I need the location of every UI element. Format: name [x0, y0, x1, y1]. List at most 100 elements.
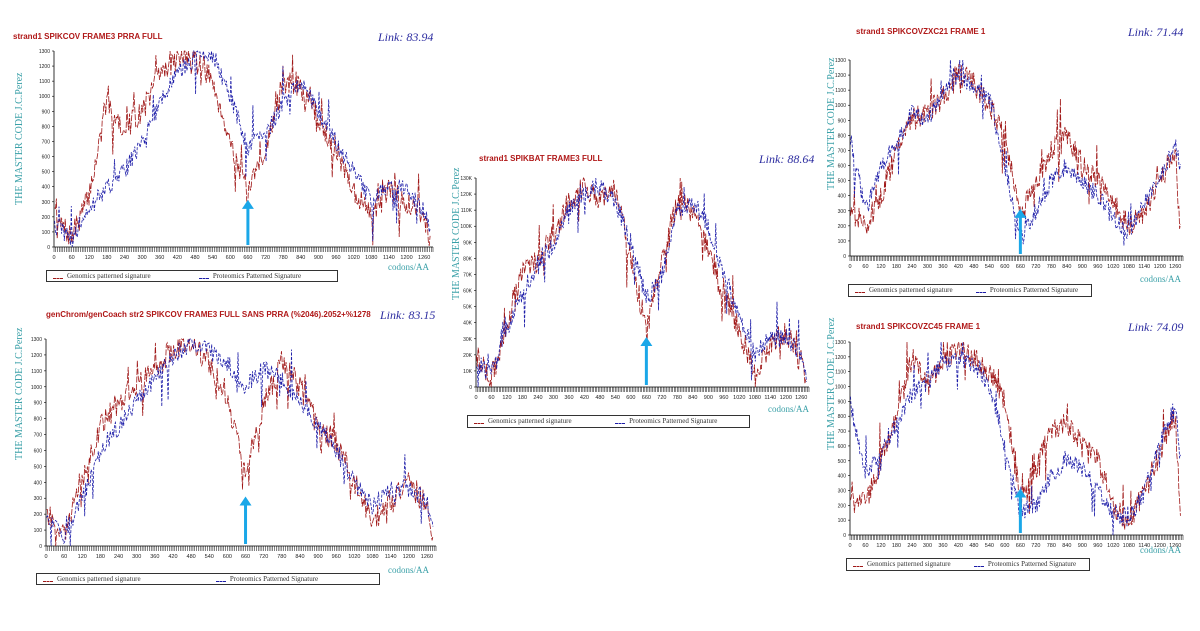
x-tick-label: 240 — [907, 543, 916, 549]
x-tick-label: 420 — [954, 264, 963, 270]
proteomics-series-line — [54, 49, 431, 247]
chart-4: 0100200300400500600700800900100011001200… — [835, 58, 1184, 270]
x-tick-label: 240 — [114, 554, 123, 560]
y-tick-label: 130K — [460, 176, 472, 182]
chart-2: 0100200300400500600700800900100011001200… — [31, 337, 437, 560]
x-tick-label: 300 — [138, 255, 147, 261]
y-tick-label: 1200 — [31, 353, 42, 359]
x-tick-label: 360 — [564, 395, 573, 401]
proteomics-legend-label: Proteomics Patterned Signature — [229, 575, 319, 583]
x-tick-label: 360 — [938, 543, 947, 549]
proteomics-legend-swatch — [973, 566, 984, 567]
x-tick-label: 120 — [78, 554, 87, 560]
x-tick-label: 900 — [1078, 543, 1087, 549]
arrow-head — [640, 337, 653, 347]
chart-title: genChrom/genCoach str2 SPIKCOV FRAME3 FU… — [46, 310, 371, 319]
genomics-legend-label: Genomics patterned signature — [867, 560, 951, 568]
x-tick-label: 300 — [923, 264, 932, 270]
x-tick-label: 480 — [595, 395, 604, 401]
y-tick-label: 90K — [463, 240, 473, 246]
y-tick-label: 60K — [463, 289, 473, 295]
genomics-legend-swatch — [53, 278, 63, 279]
y-tick-label: 0 — [39, 544, 42, 550]
chart-title: strand1 SPIKCOVZXC21 FRAME 1 — [856, 27, 986, 36]
y-axis-label: THE MASTER CODE J.C.Perez — [826, 317, 837, 451]
y-tick-label: 300 — [34, 496, 43, 502]
x-tick-label: 780 — [277, 554, 286, 560]
y-tick-label: 500 — [34, 464, 43, 470]
x-minor-ticks — [53, 247, 434, 252]
x-tick-label: 240 — [120, 255, 129, 261]
x-tick-label: 180 — [892, 543, 901, 549]
x-tick-label: 60 — [69, 255, 75, 261]
y-tick-label: 0 — [843, 254, 846, 260]
x-tick-label: 360 — [938, 264, 947, 270]
genomics-legend-swatch — [43, 581, 53, 582]
y-tick-label: 300 — [42, 200, 51, 206]
genomics-series-line — [850, 63, 1181, 235]
x-tick-label: 120 — [876, 264, 885, 270]
y-tick-label: 1200 — [39, 64, 50, 70]
x-tick-label: 480 — [969, 543, 978, 549]
x-tick-label: 1260 — [795, 395, 807, 401]
x-axis-label: codons/AA — [388, 565, 429, 575]
y-tick-label: 800 — [34, 417, 43, 423]
x-tick-label: 1080 — [1123, 543, 1135, 549]
genomics-legend-label: Genomics patterned signature — [57, 575, 141, 583]
y-tick-label: 700 — [838, 148, 847, 154]
y-tick-label: 1100 — [39, 79, 50, 85]
x-tick-label: 780 — [1047, 543, 1056, 549]
y-tick-label: 1000 — [31, 385, 42, 391]
genomics-legend-label: Genomics patterned signature — [488, 417, 572, 425]
x-tick-label: 1020 — [348, 554, 360, 560]
x-tick-label: 600 — [1000, 543, 1009, 549]
x-tick-label: 840 — [688, 395, 697, 401]
proteomics-series-line — [850, 341, 1181, 536]
x-tick-label: 120 — [502, 395, 511, 401]
genomics-legend-swatch — [855, 292, 865, 293]
x-tick-label: 120 — [876, 543, 885, 549]
y-tick-label: 500 — [838, 459, 847, 465]
y-tick-label: 110K — [461, 208, 473, 214]
y-tick-label: 100K — [460, 224, 472, 230]
x-tick-label: 840 — [295, 554, 304, 560]
x-tick-label: 720 — [259, 554, 268, 560]
y-tick-label: 800 — [42, 124, 51, 130]
y-tick-label: 1000 — [39, 94, 50, 100]
x-tick-label: 720 — [261, 255, 270, 261]
x-tick-label: 1200 — [1154, 543, 1166, 549]
proteomics-legend-label: Proteomics Patterned Signature — [987, 560, 1077, 568]
proteomics-legend-label: Proteomics Patterned Signature — [989, 286, 1079, 294]
y-tick-label: 600 — [838, 164, 847, 170]
x-minor-ticks — [475, 387, 810, 392]
y-tick-label: 700 — [34, 433, 43, 439]
x-minor-ticks — [849, 256, 1184, 261]
x-tick-label: 540 — [985, 543, 994, 549]
y-tick-label: 200 — [34, 512, 43, 518]
arrow-head — [1014, 208, 1027, 218]
legend: Genomics patterned signature Proteomics P… — [46, 270, 338, 282]
proteomics-legend-swatch — [975, 292, 986, 293]
x-tick-label: 600 — [226, 255, 235, 261]
x-tick-label: 660 — [243, 255, 252, 261]
x-tick-label: 960 — [1093, 264, 1102, 270]
y-tick-label: 900 — [838, 118, 847, 124]
y-tick-label: 100 — [838, 239, 847, 245]
y-tick-label: 0 — [843, 533, 846, 539]
x-tick-label: 960 — [719, 395, 728, 401]
x-tick-label: 240 — [533, 395, 542, 401]
y-tick-label: 0 — [469, 385, 472, 391]
proteomics-legend-swatch — [615, 423, 626, 424]
x-tick-label: 600 — [223, 554, 232, 560]
proteomics-legend-swatch — [215, 581, 226, 582]
x-tick-label: 1260 — [418, 255, 430, 261]
x-tick-label: 960 — [1093, 543, 1102, 549]
x-tick-label: 900 — [1078, 264, 1087, 270]
highlight-arrow — [1014, 208, 1027, 254]
x-tick-label: 840 — [296, 255, 305, 261]
genomics-series-line — [476, 177, 807, 388]
y-tick-label: 300 — [838, 209, 847, 215]
x-tick-label: 1140 — [1138, 543, 1150, 549]
x-tick-label: 660 — [642, 395, 651, 401]
